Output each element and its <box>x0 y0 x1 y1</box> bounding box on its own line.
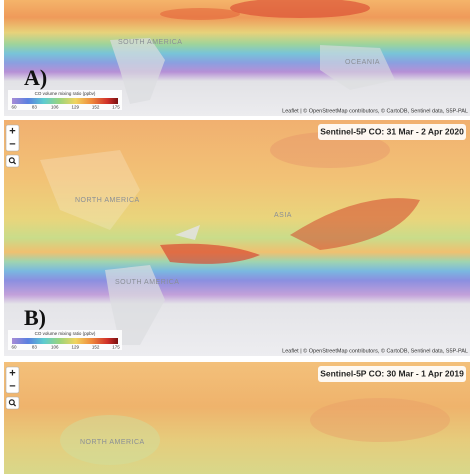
place-label: ASIA <box>274 212 292 219</box>
hotspot <box>310 398 450 442</box>
zoom-controls: + − <box>5 366 20 410</box>
title-box <box>318 124 466 140</box>
zoom-out[interactable]: − <box>9 380 15 392</box>
zoom-in[interactable]: + <box>9 125 15 137</box>
hotspot <box>270 132 390 168</box>
search-icon <box>8 399 15 406</box>
legend-tick: 152 <box>92 345 100 350</box>
legend-tick: 152 <box>92 105 100 110</box>
place-label: NORTH AMERICA <box>80 439 145 446</box>
attribution: Leaflet | © OpenStreetMap contributors, … <box>282 347 468 354</box>
hotspot <box>230 0 370 18</box>
search-icon <box>13 403 17 407</box>
legend-title: CO volume mixing ratio (ppbv) <box>35 91 96 96</box>
legend-tick: 129 <box>71 345 79 350</box>
panel-title: Sentinel-5P CO: 30 Mar - 1 Apr 2019 <box>320 368 464 378</box>
search-icon <box>8 157 15 164</box>
legend-tick: 83 <box>32 105 38 110</box>
zoom-box <box>5 366 20 394</box>
legend-tick: 129 <box>71 105 79 110</box>
legend-tick: 106 <box>51 105 59 110</box>
land <box>110 38 165 104</box>
zoom-controls: + − <box>5 124 20 168</box>
search-button[interactable] <box>5 396 20 410</box>
land <box>40 150 140 230</box>
legend-tick: 175 <box>112 105 120 110</box>
land <box>175 225 200 240</box>
place-label: OCEANIA <box>345 59 380 66</box>
land <box>60 415 160 465</box>
map[interactable] <box>4 120 470 356</box>
place-label: SOUTH AMERICA <box>115 279 179 286</box>
hotspot <box>160 243 260 264</box>
legend-tick: 175 <box>112 345 120 350</box>
land <box>320 45 395 90</box>
attribution: Leaflet | © OpenStreetMap contributors, … <box>282 107 468 114</box>
colorbar <box>12 338 118 344</box>
panel-label: B) <box>24 305 46 330</box>
panel-c: NORTH AMERICA Sentinel-5P CO: 30 Mar - 1… <box>4 362 470 474</box>
legend-title: CO volume mixing ratio (ppbv) <box>35 331 96 336</box>
panel-title: Sentinel-5P CO: 31 Mar - 2 Apr 2020 <box>320 126 464 136</box>
land <box>105 265 165 345</box>
panel-label: A) <box>24 65 47 90</box>
colorbar <box>12 98 118 104</box>
legend-tick: 106 <box>51 345 59 350</box>
search-button[interactable] <box>5 154 20 168</box>
zoom-out[interactable]: − <box>9 138 15 150</box>
search-icon <box>13 161 17 165</box>
panel-b: NORTH AMERICA ASIA SOUTH AMERICA Sentine… <box>4 120 470 356</box>
legend-tick: 60 <box>11 345 17 350</box>
legend-tick: 83 <box>32 345 38 350</box>
zoom-in[interactable]: + <box>9 367 15 379</box>
hotspot <box>290 198 420 250</box>
legend-tick: 60 <box>11 105 17 110</box>
place-label: NORTH AMERICA <box>75 197 140 204</box>
title-box <box>318 366 466 382</box>
hotspot <box>160 8 240 20</box>
panel-a: SOUTH AMERICA OCEANIA A) CO volume mixin… <box>4 0 470 116</box>
place-label: SOUTH AMERICA <box>118 39 182 46</box>
zoom-box <box>5 124 20 152</box>
